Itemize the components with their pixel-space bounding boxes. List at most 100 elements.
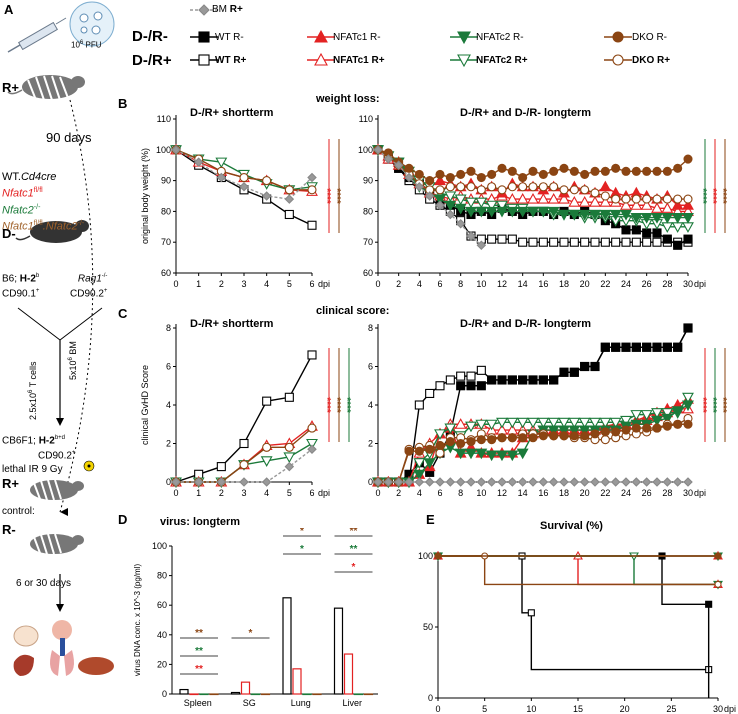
data-point	[456, 438, 466, 449]
chart-weight-shortterm: 60 70 80 90 100 110 0 1 2 3 4 5 6 dpi original body we…	[140, 115, 342, 289]
data-point	[611, 237, 621, 247]
data-point	[435, 477, 445, 487]
data-point	[284, 442, 294, 452]
legend-row2-label: D-/R+	[132, 52, 172, 69]
x-tick-label: 10	[476, 488, 486, 498]
x-tick-label: 8	[458, 488, 463, 498]
data-point	[424, 191, 435, 201]
data-point	[547, 425, 560, 437]
data-point	[475, 419, 488, 431]
data-point	[465, 448, 477, 460]
data-point	[590, 188, 600, 198]
y-tick-label: 90	[161, 176, 171, 186]
data-point	[579, 477, 590, 487]
data-point	[559, 185, 569, 195]
data-point	[465, 197, 477, 209]
data-point	[527, 206, 539, 218]
recipient-info: CB6F1; H-2b+d CD90.2+ lethal IR 9 Gy	[2, 435, 76, 475]
data-point	[580, 185, 590, 195]
data-point	[537, 192, 550, 204]
data-point	[445, 437, 455, 447]
data-point	[569, 237, 579, 247]
data-point	[444, 423, 457, 435]
y-tick-label: 0	[166, 477, 171, 487]
mouse-recipient-rminus-icon	[30, 533, 84, 555]
data-point	[538, 477, 549, 487]
x-tick-label: 26	[642, 488, 652, 498]
data-point	[569, 185, 579, 195]
data-point	[383, 154, 394, 164]
data-point	[476, 477, 487, 487]
mouse-recipient-rplus-icon	[30, 479, 84, 501]
data-point	[580, 361, 590, 372]
y-tick-label: 8	[166, 323, 171, 333]
x-tick-label: 10	[526, 704, 536, 714]
bar-lung-nfatc1-r+	[292, 668, 302, 695]
data-point	[445, 477, 456, 487]
bar-lung-wt-r+	[282, 597, 292, 695]
legend-dko-plus: DKO R+	[632, 55, 671, 66]
panel-label-a: A	[4, 2, 14, 17]
x-axis-label: dpi	[318, 279, 330, 289]
data-point	[714, 580, 722, 588]
data-point	[640, 199, 653, 210]
data-point	[559, 477, 569, 487]
data-point	[599, 417, 612, 429]
data-point	[284, 185, 294, 195]
sig-stars: ****	[321, 188, 332, 204]
x-tick-label: 4	[417, 488, 422, 498]
category-label: Liver	[342, 698, 362, 708]
data-point	[630, 199, 643, 210]
legend-nfatc1-plus-marker	[314, 52, 328, 66]
data-point	[621, 477, 631, 487]
data-point	[652, 166, 662, 176]
data-point	[307, 185, 317, 195]
data-point	[590, 166, 600, 176]
data-point	[683, 323, 693, 333]
data-point	[497, 375, 507, 385]
legend-wt-plus: WT R+	[215, 55, 247, 66]
data-point	[487, 169, 497, 179]
data-point	[631, 423, 641, 433]
data-point	[261, 477, 272, 487]
x-tick-label: 4	[417, 279, 422, 289]
data-point	[283, 452, 296, 464]
data-point	[682, 400, 694, 412]
x-tick-label: 3	[241, 488, 246, 498]
x-tick-label: 12	[497, 488, 507, 498]
data-point	[683, 154, 693, 164]
x-tick-label: 2	[396, 488, 401, 498]
panel-label-d: D	[118, 512, 128, 527]
x-tick-label: 25	[666, 704, 676, 714]
data-point	[414, 477, 425, 487]
data-point	[558, 417, 570, 429]
data-point	[600, 427, 610, 437]
y-axis-label: clinical GvHD Score	[140, 365, 150, 445]
data-point	[456, 381, 466, 391]
data-point	[466, 166, 476, 176]
data-point	[434, 429, 446, 441]
x-tick-label: 28	[662, 488, 672, 498]
legend-dko-plus-marker	[612, 54, 624, 66]
panel-label-e: E	[426, 512, 435, 527]
x-tick-label: 6	[309, 488, 314, 498]
data-point	[527, 192, 539, 204]
data-point	[445, 182, 455, 192]
data-point	[262, 176, 272, 186]
data-point	[373, 477, 383, 487]
y-axis-label: original body weight (%)	[140, 148, 150, 244]
data-point	[444, 191, 457, 203]
legend-wt-minus: WT R-	[215, 32, 244, 43]
data-point	[661, 408, 674, 419]
data-point	[611, 194, 621, 204]
y-tick-label: 2	[166, 439, 171, 449]
panel-label-b: B	[118, 96, 128, 111]
data-point	[518, 433, 528, 443]
x-tick-label: 22	[600, 279, 610, 289]
days-6-30-label: 6 or 30 days	[16, 578, 72, 589]
data-point	[435, 185, 445, 195]
x-tick-label: 4	[264, 279, 269, 289]
data-point	[485, 206, 498, 218]
bm-label: 5x106 BM	[68, 341, 78, 380]
y-tick-label: 90	[363, 176, 373, 186]
